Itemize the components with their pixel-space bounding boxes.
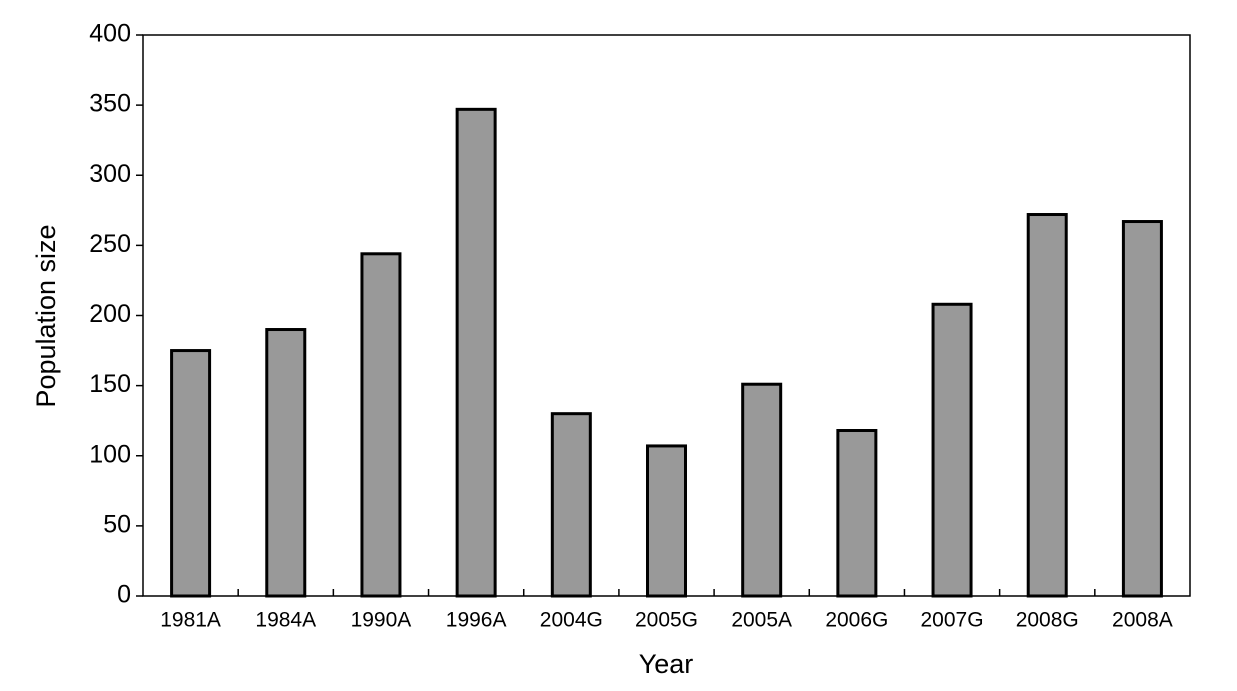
y-tick-label: 350 (89, 90, 131, 118)
x-tick-label: 2004G (540, 609, 603, 632)
y-tick-label: 50 (103, 510, 131, 538)
bar (455, 107, 497, 598)
x-tick-label: 1984A (255, 609, 316, 632)
y-tick-label: 400 (89, 20, 131, 48)
x-axis-label: Year (639, 649, 694, 679)
bar (170, 349, 212, 598)
x-tick-label: 2008G (1016, 609, 1079, 632)
y-tick-label: 0 (117, 581, 131, 609)
x-tick-label: 2007G (921, 609, 984, 632)
y-tick-label: 150 (89, 370, 131, 398)
x-tick-label: 2006G (825, 609, 888, 632)
x-tick-label: 2005A (731, 609, 792, 632)
x-tick-label: 2005G (635, 609, 698, 632)
x-tick-label: 1981A (160, 609, 221, 632)
bar (931, 302, 973, 598)
x-tick-label: 1996A (446, 609, 507, 632)
bar (741, 382, 783, 598)
y-tick-label: 250 (89, 230, 131, 258)
y-tick-label: 100 (89, 440, 131, 468)
x-tick-label: 1990A (351, 609, 412, 632)
bar (550, 412, 592, 598)
bar (646, 444, 687, 598)
y-axis-label: Population size (31, 224, 61, 407)
y-tick-label: 300 (89, 160, 131, 188)
bar (1026, 213, 1068, 598)
x-tick-label: 2008A (1112, 609, 1173, 632)
bar (360, 252, 402, 598)
bar (836, 429, 878, 598)
bar (265, 328, 307, 598)
bar (1121, 220, 1163, 598)
y-tick-label: 200 (89, 300, 131, 328)
